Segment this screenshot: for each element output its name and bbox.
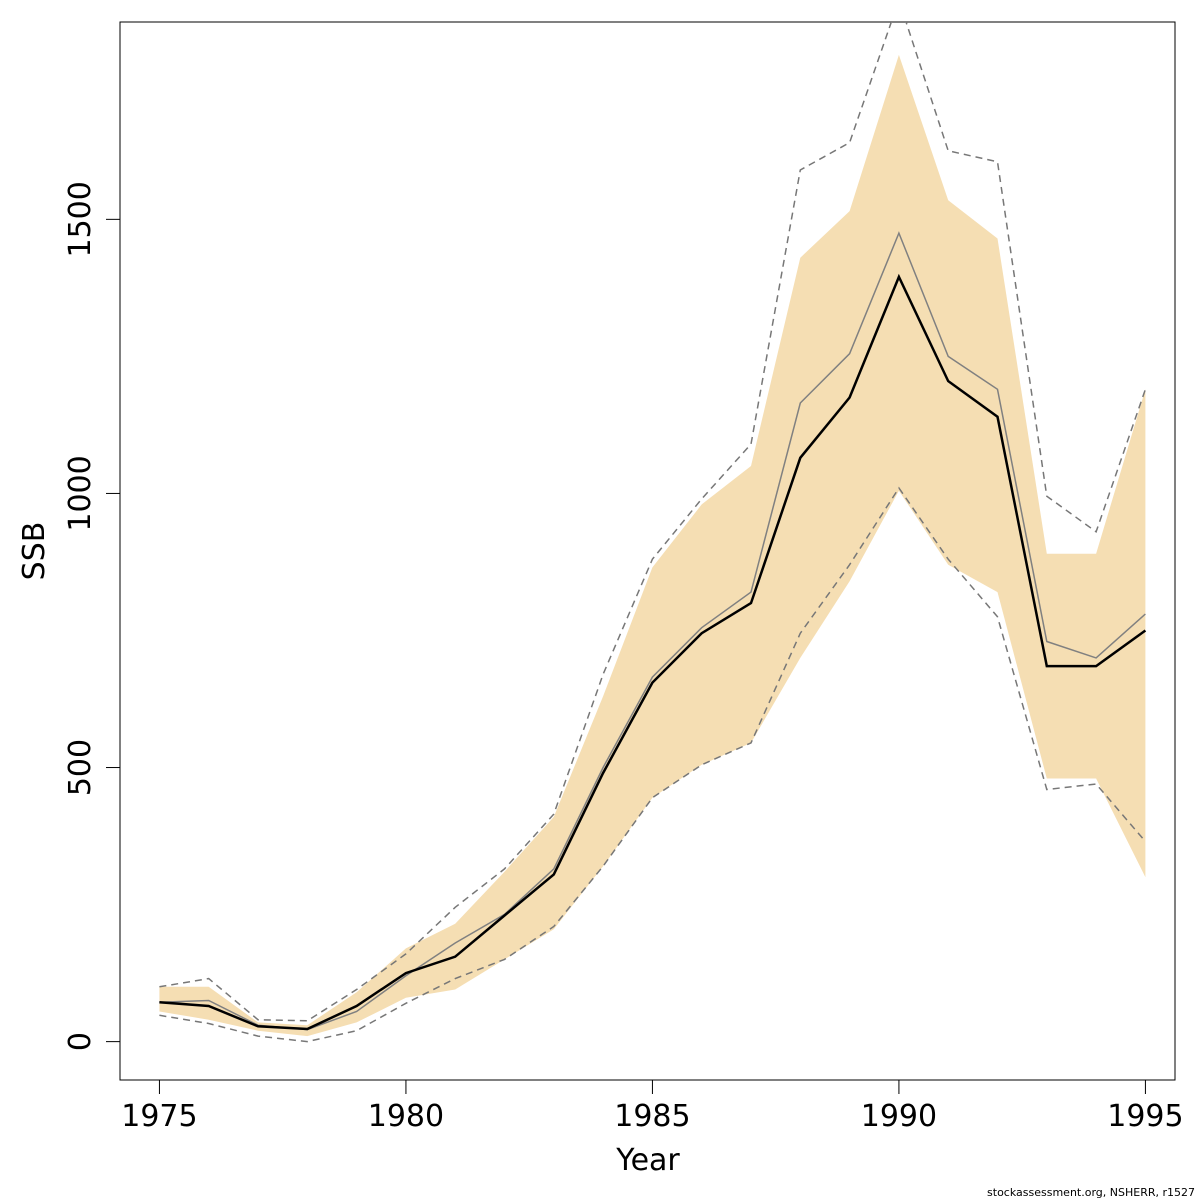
x-axis-title: Year — [615, 1143, 680, 1178]
x-tick-label: 1980 — [368, 1099, 444, 1134]
y-axis: 0 500 1000 1500 — [63, 181, 121, 1051]
dashed-lower-line — [159, 486, 1146, 1043]
confidence-band — [159, 54, 1146, 1037]
y-tick-label: 500 — [63, 739, 98, 796]
y-tick-label: 0 — [63, 1032, 98, 1051]
ssb-estimate-line — [159, 273, 1147, 1031]
y-axis-title: SSB — [17, 522, 52, 581]
credit-text: stockassessment.org, NSHERR, r1527 — [987, 1186, 1195, 1199]
x-tick-label: 1995 — [1107, 1099, 1183, 1134]
gray-estimate-line — [159, 231, 1146, 1031]
x-tick-label: 1975 — [121, 1099, 197, 1134]
y-tick-label: 1000 — [63, 455, 98, 531]
x-tick-label: 1985 — [614, 1099, 690, 1134]
y-tick-label: 1500 — [63, 181, 98, 257]
x-axis: 1975 1980 1985 1990 1995 — [121, 1079, 1184, 1134]
dashed-upper-line — [159, 22, 1147, 1022]
x-tick-label: 1990 — [861, 1099, 937, 1134]
